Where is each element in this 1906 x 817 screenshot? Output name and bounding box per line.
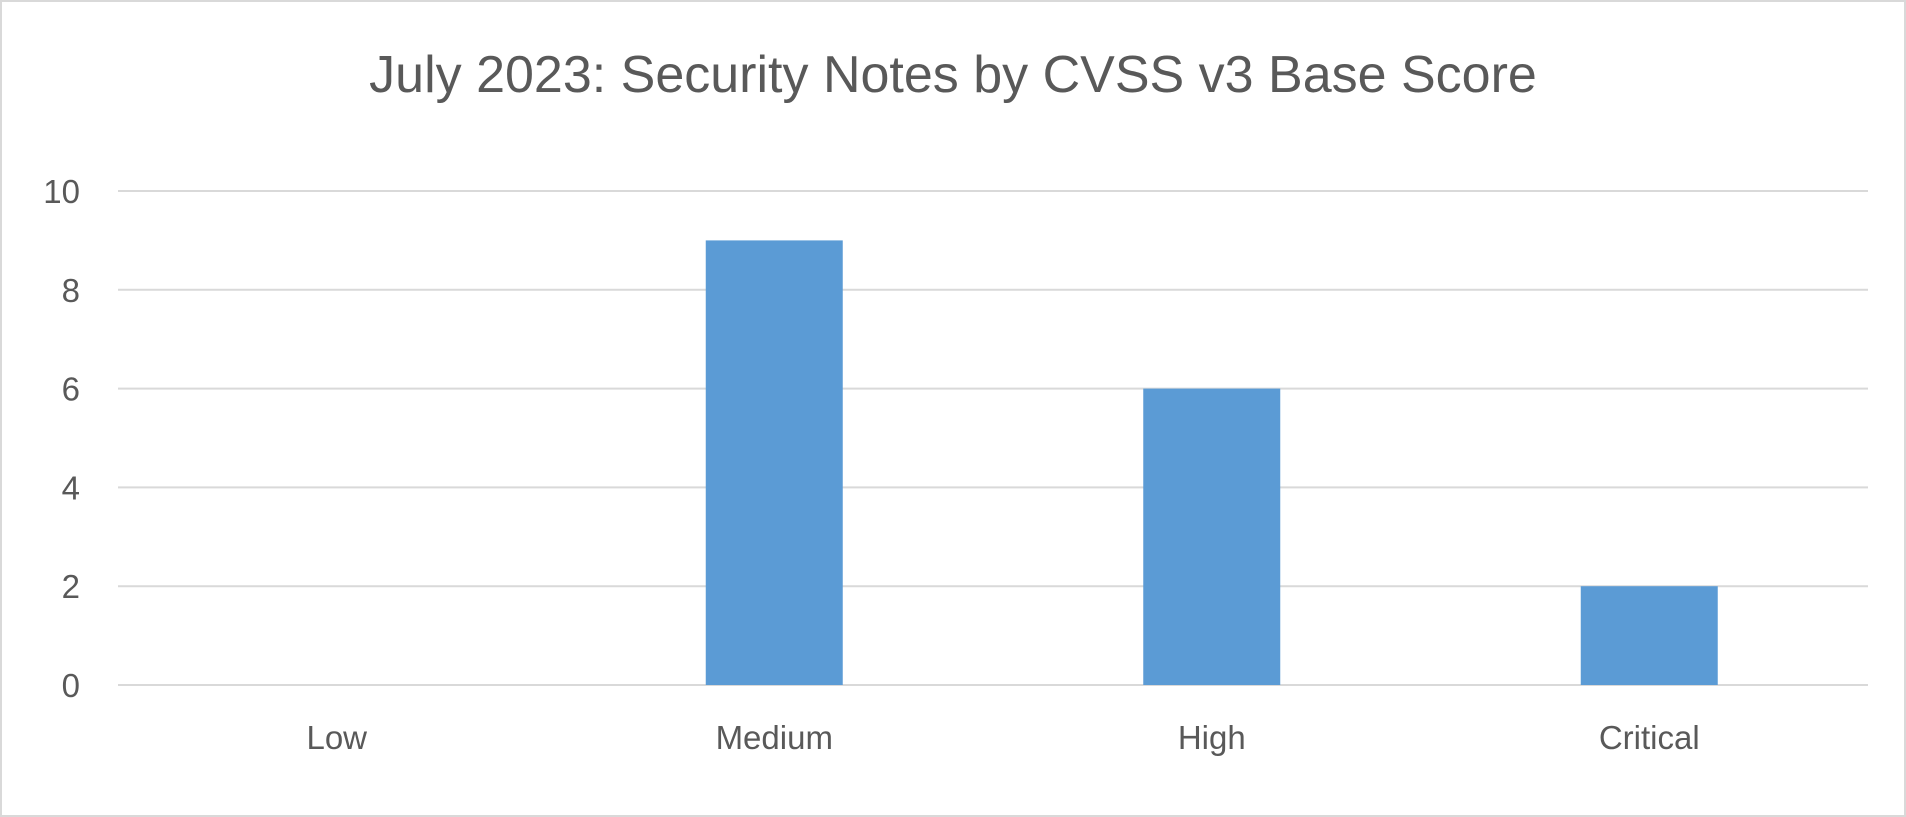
gridlines xyxy=(118,190,1868,686)
bar-critical xyxy=(1580,586,1718,685)
bars xyxy=(705,240,1718,685)
chart-title: July 2023: Security Notes by CVSS v3 Bas… xyxy=(369,46,1537,104)
x-category-label-medium: Medium xyxy=(716,719,833,756)
y-tick-label: 2 xyxy=(62,568,80,605)
x-axis-categories: Low Medium High Critical xyxy=(306,719,1699,756)
y-tick-label: 8 xyxy=(62,272,80,309)
x-category-label-critical: Critical xyxy=(1599,719,1700,756)
y-tick-label: 6 xyxy=(62,371,80,408)
bar-medium xyxy=(705,240,843,685)
y-axis-ticks: 0 2 4 6 8 10 xyxy=(43,173,80,704)
y-tick-label: 4 xyxy=(62,469,80,506)
x-category-label-low: Low xyxy=(306,719,367,756)
bar-high xyxy=(1143,388,1281,685)
y-tick-label: 0 xyxy=(62,667,80,704)
y-tick-label: 10 xyxy=(43,173,80,210)
x-category-label-high: High xyxy=(1178,719,1246,756)
